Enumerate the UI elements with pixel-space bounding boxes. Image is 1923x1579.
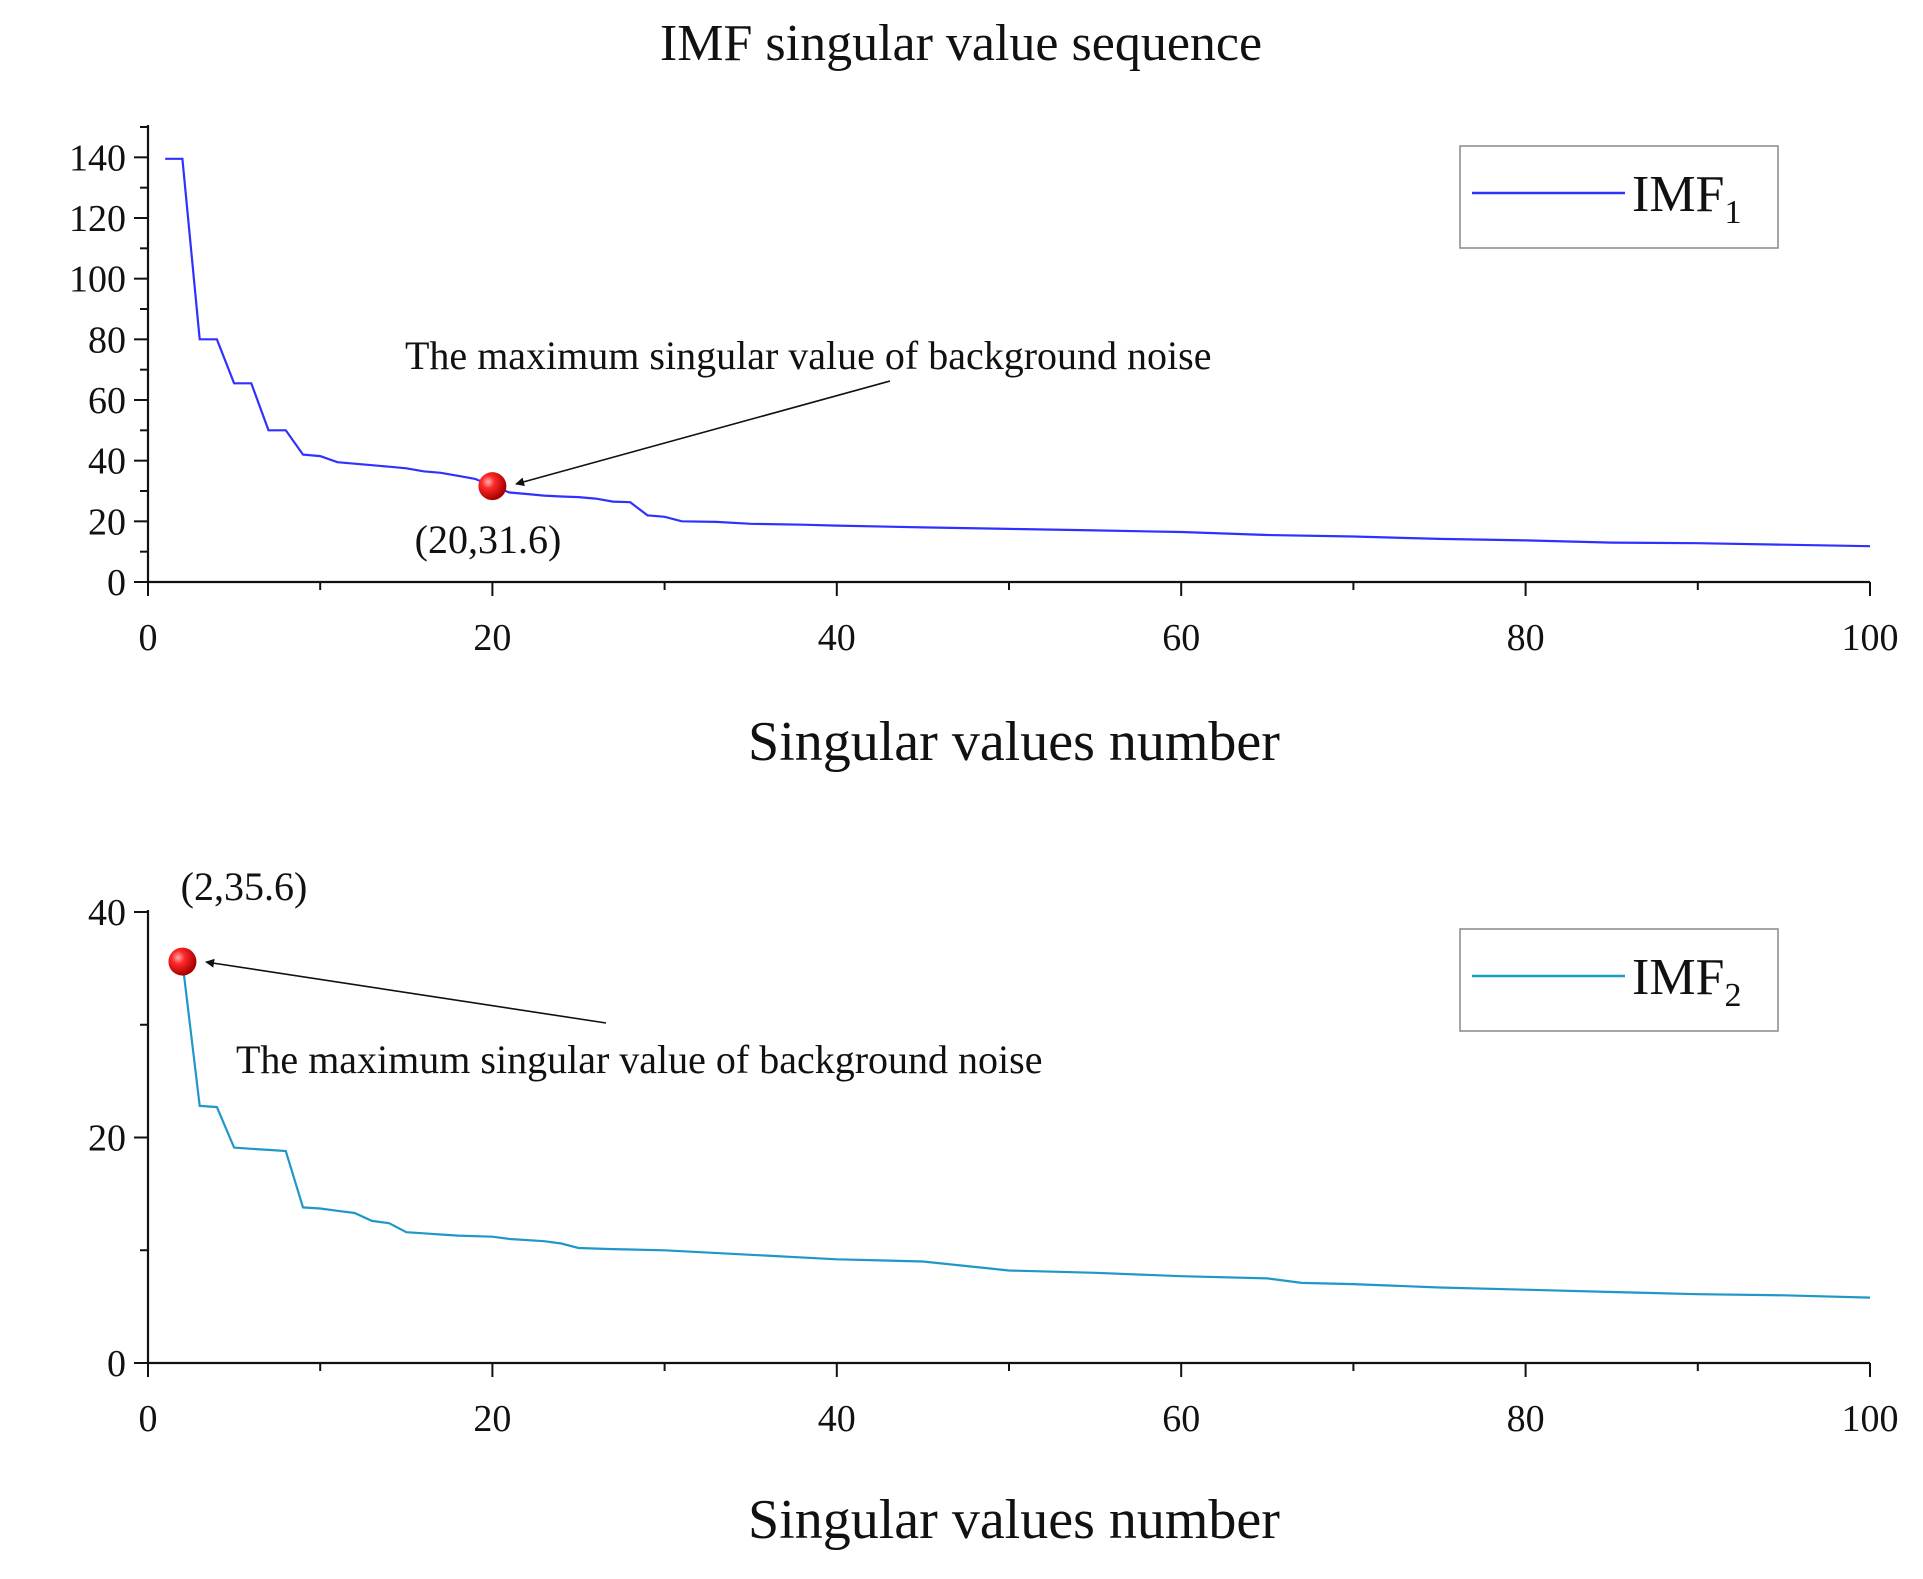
highlight-marker-imf2 bbox=[168, 947, 197, 976]
annotation-arrow-imf2 bbox=[205, 958, 607, 1024]
y-tick-label: 0 bbox=[107, 562, 126, 604]
x-axis-title-imf2: Singular values number bbox=[748, 1489, 1280, 1551]
series-line-imf1 bbox=[165, 157, 1871, 548]
ticks-imf1: 0 20 40 60 80 100 0 20 40 60 80 100 120 140 bbox=[69, 126, 1899, 659]
legend-label-imf1: IMF1 bbox=[1632, 166, 1741, 231]
x-tick-label: 20 bbox=[473, 1398, 511, 1440]
x-tick-label: 20 bbox=[473, 617, 511, 659]
x-tick-label: 80 bbox=[1507, 617, 1545, 659]
y-tick-label: 20 bbox=[88, 1118, 126, 1160]
x-tick-label: 80 bbox=[1507, 1398, 1545, 1440]
y-tick-label: 140 bbox=[69, 137, 126, 179]
legend-label-imf2: IMF2 bbox=[1632, 949, 1741, 1014]
x-axis-title-imf1: Singular values number bbox=[748, 711, 1280, 773]
legend-box-imf2 bbox=[1459, 928, 1779, 1032]
x-tick-label: 60 bbox=[1162, 617, 1200, 659]
y-tick-label: 120 bbox=[69, 198, 126, 240]
chart-panel-imf2: 0 20 40 60 80 100 0 20 40 Singular values number… bbox=[88, 864, 1899, 1551]
legend-imf2: IMF2 bbox=[1459, 928, 1779, 1032]
y-tick-label: 100 bbox=[69, 259, 126, 301]
legend-imf1: IMF1 bbox=[1459, 145, 1779, 249]
y-tick-label: 40 bbox=[88, 441, 126, 483]
point-label-imf2: (2,35.6) bbox=[181, 864, 308, 909]
highlight-marker-imf1 bbox=[478, 472, 507, 501]
figure-title: IMF singular value sequence bbox=[660, 15, 1262, 72]
annotation-text-imf2: The maximum singular value of background… bbox=[236, 1037, 1042, 1082]
chart-panel-imf1: 0 20 40 60 80 100 0 20 40 60 80 100 120 140 Singular … bbox=[69, 125, 1899, 773]
annotation-arrow-imf1 bbox=[515, 380, 891, 487]
y-tick-label: 60 bbox=[88, 380, 126, 422]
x-tick-label: 40 bbox=[818, 1398, 856, 1440]
y-tick-label: 0 bbox=[107, 1343, 126, 1385]
x-tick-label: 100 bbox=[1842, 617, 1899, 659]
series-line-imf2 bbox=[181, 961, 1871, 1299]
ticks-imf2: 0 20 40 60 80 100 0 20 40 bbox=[88, 892, 1899, 1440]
y-tick-label: 80 bbox=[88, 319, 126, 361]
x-tick-label: 100 bbox=[1842, 1398, 1899, 1440]
point-label-imf1: (20,31.6) bbox=[415, 517, 562, 562]
x-tick-label: 60 bbox=[1162, 1398, 1200, 1440]
x-tick-label: 40 bbox=[818, 617, 856, 659]
annotation-text-imf1: The maximum singular value of background… bbox=[405, 333, 1211, 378]
y-tick-label: 20 bbox=[88, 501, 126, 543]
y-tick-label: 40 bbox=[88, 892, 126, 934]
x-tick-label: 0 bbox=[139, 1398, 158, 1440]
x-tick-label: 0 bbox=[139, 617, 158, 659]
legend-box-imf1 bbox=[1459, 145, 1779, 249]
